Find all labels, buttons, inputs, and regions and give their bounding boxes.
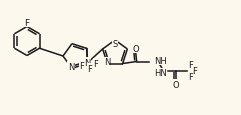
Text: O: O — [172, 80, 179, 89]
Text: N: N — [104, 58, 110, 66]
Text: F: F — [188, 60, 193, 69]
Text: F: F — [192, 66, 197, 75]
Text: HN: HN — [154, 68, 167, 77]
Text: N: N — [84, 58, 91, 67]
Text: S: S — [112, 40, 118, 49]
Text: F: F — [188, 72, 193, 81]
Text: NH: NH — [154, 57, 166, 65]
Text: F: F — [79, 61, 84, 70]
Text: N: N — [68, 62, 74, 71]
Text: O: O — [132, 44, 139, 53]
Text: F: F — [93, 59, 98, 68]
Text: F: F — [24, 19, 30, 28]
Text: F: F — [87, 64, 92, 73]
